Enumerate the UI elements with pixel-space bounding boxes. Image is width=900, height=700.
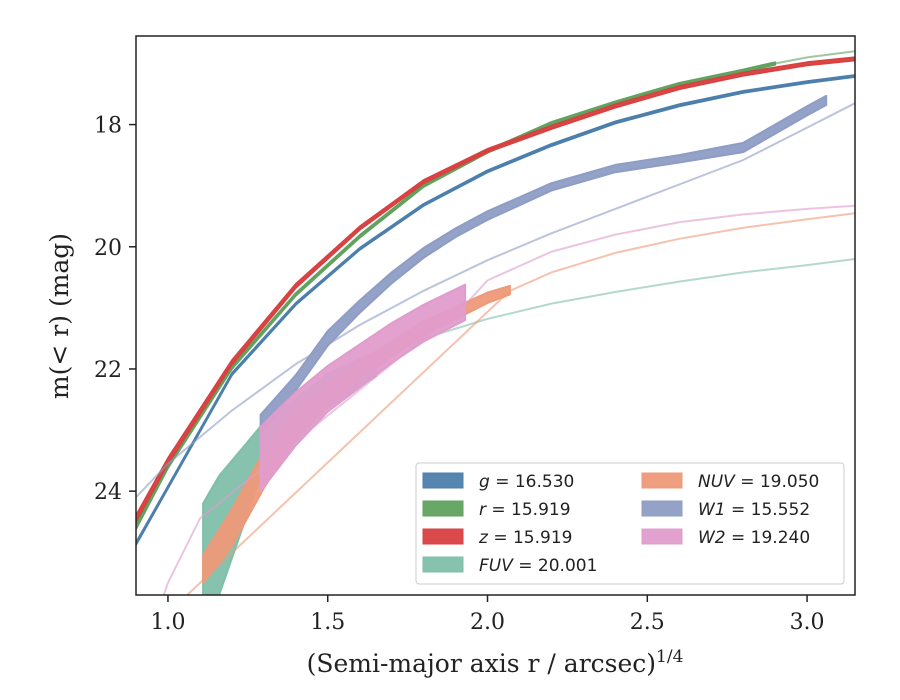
model-curve-w2 — [162, 204, 855, 595]
legend-label-value: = 16.530 — [490, 472, 575, 492]
legend-label-symbol: NUV — [698, 472, 736, 492]
series-layer — [136, 50, 855, 595]
x-axis-label-superscript: 1/4 — [656, 647, 683, 667]
y-tick-label: 22 — [94, 358, 122, 383]
legend-swatch — [422, 472, 464, 489]
legend-label: W1 = 15.552 — [698, 500, 810, 520]
legend-entry-r: r = 15.919 — [422, 500, 571, 520]
y-axis-label: m(< r) (mag) — [45, 233, 74, 399]
legend-swatch — [422, 528, 464, 545]
ticks-layer: 1.0 1.5 2.0 2.5 3.0 18 20 22 24 — [94, 114, 825, 635]
legend-swatch — [422, 556, 464, 573]
band-r — [136, 61, 777, 530]
band-g — [136, 74, 855, 546]
x-axis-label: (Semi-major axis r / arcsec)1/4 — [307, 647, 684, 678]
legend-swatch — [641, 472, 683, 489]
legend-label-symbol: z — [478, 528, 489, 548]
x-axis-label-text: (Semi-major axis r / arcsec) — [307, 649, 656, 678]
model-curve-r — [774, 50, 855, 65]
legend-entry-nuv: NUV = 19.050 — [641, 472, 819, 492]
legend-label-value: = 19.050 — [735, 472, 820, 492]
legend-swatch — [422, 500, 464, 517]
legend-swatch — [641, 500, 683, 517]
legend-label: g = 16.530 — [479, 472, 574, 492]
x-tick-label: 2.0 — [470, 610, 505, 635]
plot-frame — [135, 35, 856, 596]
legend-label-value: = 20.001 — [513, 556, 598, 576]
legend-label: W2 = 19.240 — [698, 528, 810, 548]
legend-label-value: = 15.552 — [726, 500, 811, 520]
y-tick-label: 20 — [94, 236, 122, 261]
legend-entry-z: z = 15.919 — [422, 528, 572, 548]
legend-label: NUV = 19.050 — [698, 472, 819, 492]
legend-label: r = 15.919 — [479, 500, 571, 520]
y-tick-label: 24 — [94, 480, 122, 505]
legend-label-value: = 15.919 — [486, 500, 571, 520]
band-z — [136, 56, 855, 523]
legend-label: FUV = 20.001 — [479, 556, 597, 576]
y-tick-label: 18 — [94, 114, 122, 139]
x-tick-label: 2.5 — [630, 610, 665, 635]
model-curve-fuv — [375, 258, 855, 358]
legend-entry-g: g = 16.530 — [422, 472, 574, 492]
legend-label-value: = 19.240 — [726, 528, 811, 548]
legend-label-symbol: r — [479, 500, 487, 520]
legend-label-symbol: g — [479, 472, 490, 492]
band-w2 — [259, 283, 467, 493]
legend-label-symbol: W1 — [698, 500, 726, 520]
legend-label-symbol: W2 — [698, 528, 726, 548]
x-tick-label: 3.0 — [790, 610, 825, 635]
x-tick-label: 1.5 — [310, 610, 345, 635]
legend-entry-fuv: FUV = 20.001 — [422, 556, 597, 576]
legend-entry-w1: W1 = 15.552 — [641, 500, 810, 520]
x-tick-label: 1.0 — [150, 610, 185, 635]
legend-label-symbol: FUV — [479, 556, 514, 576]
model-curve-nuv — [185, 212, 855, 595]
band-w1 — [259, 94, 828, 435]
legend-swatch — [641, 528, 683, 545]
legend-box — [415, 462, 845, 585]
model-curve-w1 — [136, 102, 855, 498]
legend-entry-w2: W2 = 19.240 — [641, 528, 810, 548]
legend-label-value: = 15.919 — [488, 528, 573, 548]
legend-label: z = 15.919 — [478, 528, 572, 548]
